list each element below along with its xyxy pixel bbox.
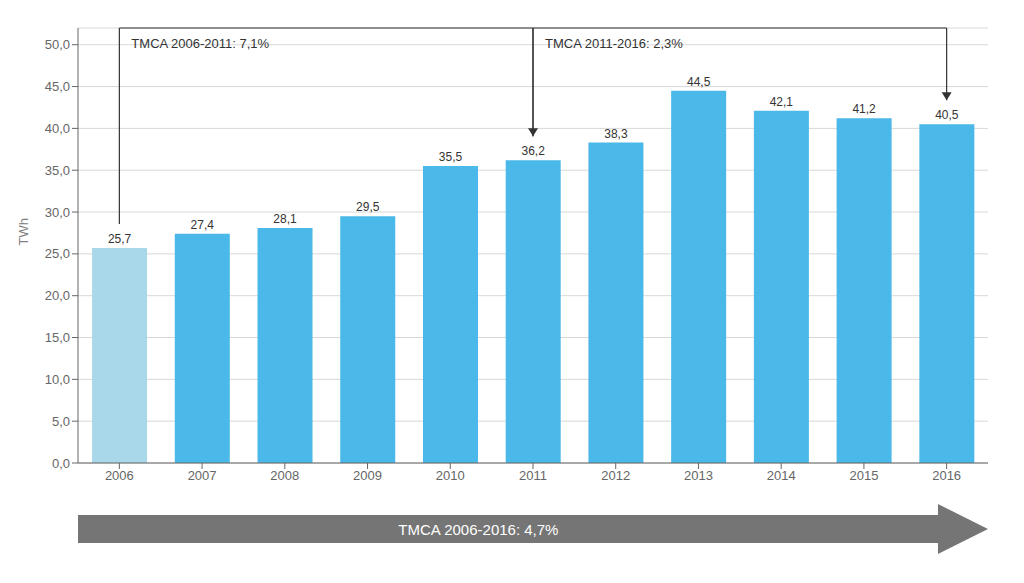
svg-text:2014: 2014 [767, 468, 796, 483]
svg-text:2010: 2010 [436, 468, 465, 483]
svg-text:41,2: 41,2 [852, 102, 876, 116]
svg-text:35,5: 35,5 [439, 150, 463, 164]
svg-text:2011: 2011 [519, 468, 547, 483]
svg-text:50,0: 50,0 [45, 37, 70, 52]
svg-text:2016: 2016 [932, 468, 961, 483]
svg-text:2009: 2009 [353, 468, 382, 483]
svg-text:2012: 2012 [601, 468, 630, 483]
svg-text:35,0: 35,0 [45, 163, 70, 178]
svg-text:45,0: 45,0 [45, 79, 70, 94]
svg-text:TMCA 2006-2016: 4,7%: TMCA 2006-2016: 4,7% [398, 521, 558, 538]
svg-text:36,2: 36,2 [522, 144, 546, 158]
svg-text:0,0: 0,0 [52, 456, 70, 471]
svg-text:2007: 2007 [188, 468, 217, 483]
svg-text:29,5: 29,5 [356, 200, 380, 214]
svg-text:25,7: 25,7 [108, 232, 132, 246]
svg-text:10,0: 10,0 [45, 372, 70, 387]
svg-text:28,1: 28,1 [273, 212, 297, 226]
svg-text:40,5: 40,5 [935, 108, 959, 122]
svg-text:2015: 2015 [849, 468, 878, 483]
svg-text:20,0: 20,0 [45, 288, 70, 303]
svg-text:TMCA 2011-2016: 2,3%: TMCA 2011-2016: 2,3% [545, 36, 683, 51]
svg-text:2008: 2008 [270, 468, 299, 483]
svg-text:25,0: 25,0 [45, 246, 70, 261]
svg-text:2013: 2013 [684, 468, 713, 483]
svg-text:TMCA 2006-2011: 7,1%: TMCA 2006-2011: 7,1% [131, 36, 269, 51]
svg-text:44,5: 44,5 [687, 75, 711, 89]
svg-text:38,3: 38,3 [604, 127, 628, 141]
svg-text:30,0: 30,0 [45, 205, 70, 220]
svg-text:27,4: 27,4 [191, 218, 215, 232]
svg-text:TWh: TWh [16, 218, 31, 245]
svg-text:42,1: 42,1 [770, 95, 794, 109]
svg-text:2006: 2006 [105, 468, 134, 483]
svg-text:15,0: 15,0 [45, 330, 70, 345]
svg-text:5,0: 5,0 [52, 414, 70, 429]
svg-text:40,0: 40,0 [45, 121, 70, 136]
